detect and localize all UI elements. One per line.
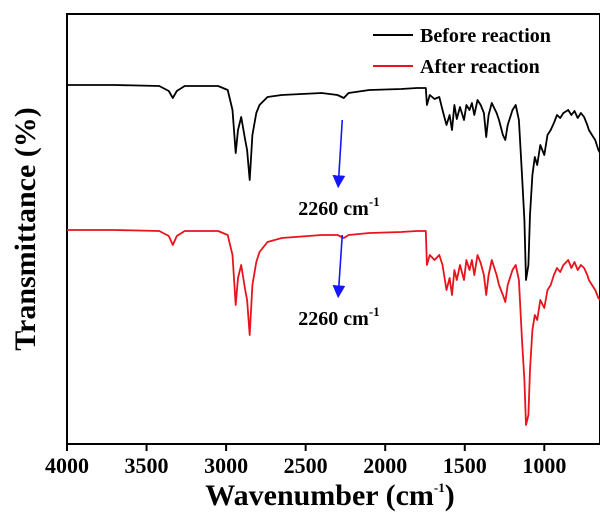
x-tick-label: 1500 (443, 453, 487, 478)
x-tick-label: 4000 (45, 453, 89, 478)
annotation-label: 2260 cm-1 (298, 194, 379, 220)
x-tick-label: 3500 (125, 453, 169, 478)
annotation-arrow (332, 119, 346, 189)
series-layer (67, 84, 600, 426)
y-axis-title: Transmittance (%) (9, 107, 42, 351)
x-tick-label: 1000 (522, 453, 566, 478)
annotation-arrow (332, 234, 346, 299)
x-axis-title-main: Wavenumber (cm (205, 479, 434, 512)
plot-frame-group (66, 13, 600, 445)
x-tick-label: 2500 (284, 453, 328, 478)
series-line-after (67, 229, 600, 426)
annotation-label: 2260 cm-1 (298, 304, 379, 330)
x-tick-label: 3000 (204, 453, 248, 478)
x-axis-title-sup: -1 (434, 480, 445, 495)
plot-frame (66, 13, 600, 445)
x-axis-title-close: ) (445, 479, 455, 512)
legend: Before reaction After reaction (373, 25, 551, 78)
legend-label-after: After reaction (420, 56, 540, 78)
series-line-before (67, 84, 600, 281)
legend-label-before: Before reaction (420, 25, 551, 47)
x-axis-title: Wavenumber (cm-1) (205, 479, 454, 512)
x-axis-ticks: 4000 3500 3000 2500 2000 1500 1000 (45, 444, 566, 478)
annotation-layer: 2260 cm-1 2260 cm-1 (298, 119, 380, 330)
x-tick-label: 2000 (363, 453, 407, 478)
